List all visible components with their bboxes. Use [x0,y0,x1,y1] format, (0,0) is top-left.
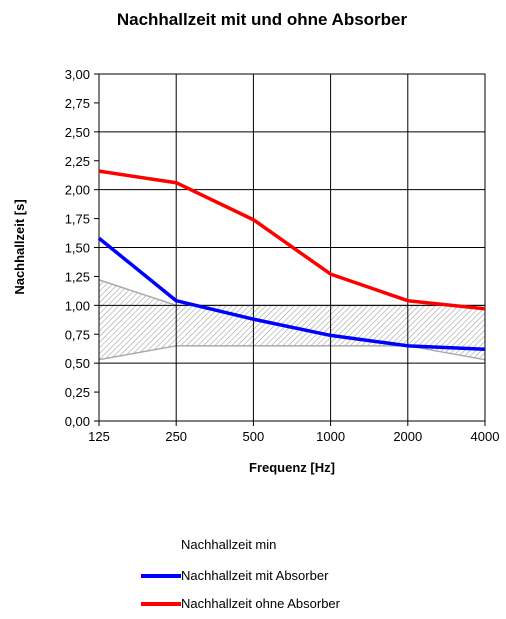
chart-title: Nachhallzeit mit und ohne Absorber [117,10,408,29]
y-tick-label: 0,00 [65,414,90,429]
y-tick-label: 1,50 [65,241,90,256]
x-tick-label: 4000 [471,429,500,444]
x-tick-label: 250 [165,429,187,444]
series-line-ohne-absorber [98,169,486,311]
y-tick-label: 2,75 [65,96,90,111]
legend: Nachhallzeit min Nachhallzeit mit Absorb… [141,537,341,611]
series-layer [97,169,486,352]
y-tick-label: 1,25 [65,269,90,284]
y-tick-label: 0,75 [65,327,90,342]
x-axis-title: Frequenz [Hz] [249,460,335,475]
x-tick-label: 125 [88,429,110,444]
legend-label-band: Nachhallzeit min [181,537,276,552]
legend-label-ohne-absorber: Nachhallzeit ohne Absorber [181,596,341,611]
y-axis-title: Nachhallzeit [s] [12,199,27,294]
y-tick-label: 3,00 [65,67,90,82]
band-area [99,279,485,360]
y-tick-label: 2,50 [65,125,90,140]
x-tick-label: 2000 [393,429,422,444]
grid-layer [94,73,486,426]
y-tick-label: 0,50 [65,356,90,371]
x-tick-label: 500 [243,429,265,444]
x-tick-label: 1000 [316,429,345,444]
tick-layer: 0,00 0,25 0,50 0,75 1,00 1,25 1,50 1,75 2,00 2,25… [65,67,500,444]
plot-frame [98,73,486,422]
series-line-mit-absorber [97,236,486,352]
y-tick-label: 0,25 [65,385,90,400]
y-tick-label: 2,25 [65,154,90,169]
legend-label-mit-absorber: Nachhallzeit mit Absorber [181,568,329,583]
y-tick-label: 1,75 [65,212,90,227]
y-tick-label: 2,00 [65,183,90,198]
y-tick-label: 1,00 [65,298,90,313]
